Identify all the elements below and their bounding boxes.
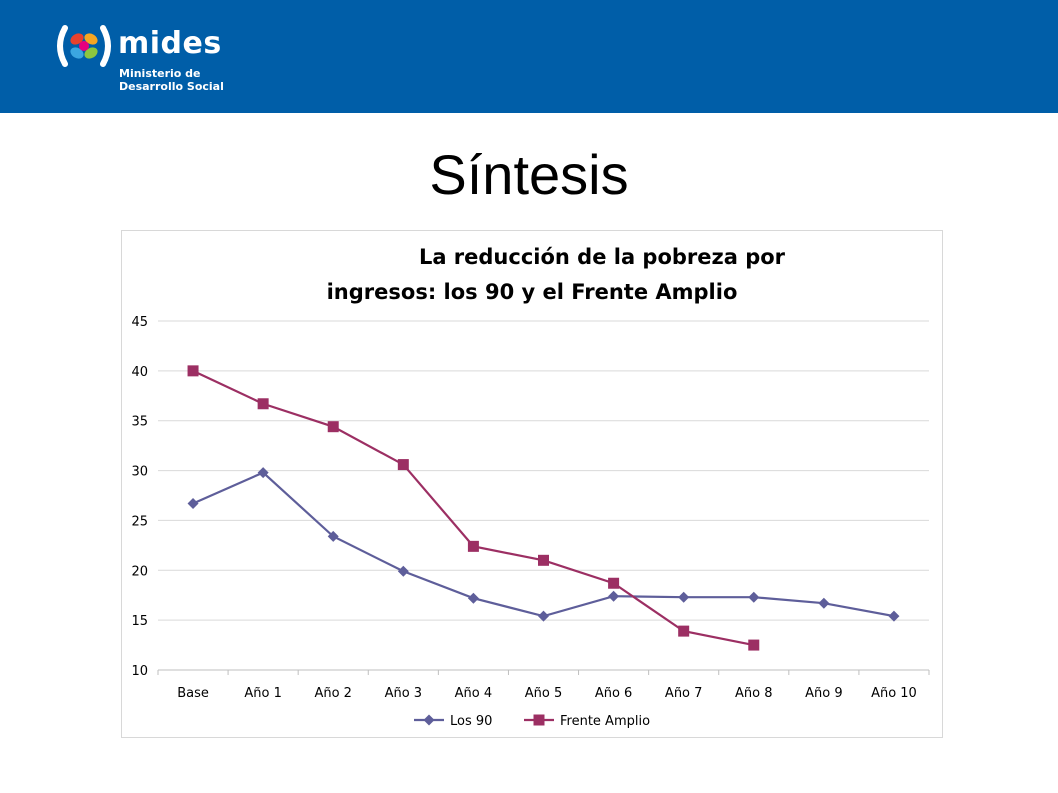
x-tick-label: Año 8 — [735, 686, 773, 701]
data-point-los-90 — [538, 610, 549, 622]
chart-gridlines — [158, 320, 929, 621]
y-tick-label: 40 — [131, 365, 148, 380]
chart-title-line2: ingresos: los 90 y el Frente Amplio — [327, 280, 738, 304]
legend-marker-los-90 — [423, 714, 435, 726]
data-point-los-90 — [608, 590, 620, 602]
y-tick-label: 30 — [131, 465, 148, 480]
data-point-los-90 — [397, 565, 409, 577]
y-tick-label: 35 — [131, 415, 148, 430]
data-point-frente-amplio — [327, 421, 339, 433]
data-point-frente-amplio — [397, 459, 409, 471]
data-point-los-90 — [888, 610, 900, 622]
x-tick-label: Año 2 — [314, 686, 352, 701]
mides-logo-icon — [57, 25, 111, 67]
y-axis: 10 15 20 25 30 35 40 45 — [131, 315, 148, 679]
data-point-los-90 — [818, 597, 830, 609]
data-point-los-90 — [327, 530, 339, 542]
data-point-frente-amplio — [538, 554, 549, 566]
x-tick-label: Año 3 — [385, 686, 423, 701]
x-tick-label: Año 10 — [871, 686, 917, 701]
brand-subtitle: Ministerio de Desarrollo Social — [119, 67, 224, 93]
brand-name: mides — [118, 26, 222, 61]
y-tick-label: 45 — [131, 315, 148, 330]
y-tick-label: 25 — [131, 514, 148, 529]
x-tick-label: Año 7 — [665, 686, 703, 701]
series-layer — [187, 365, 900, 651]
data-point-frente-amplio — [187, 365, 199, 377]
series-line-frente-amplio — [192, 369, 754, 647]
data-point-frente-amplio — [608, 577, 620, 589]
data-point-frente-amplio — [467, 540, 479, 552]
data-point-frente-amplio — [257, 398, 269, 410]
data-point-los-90 — [467, 592, 479, 604]
legend-marker-frente-amplio — [533, 714, 545, 726]
x-tick-label: Año 1 — [244, 686, 281, 701]
y-tick-label: 20 — [131, 564, 148, 579]
data-point-los-90 — [257, 467, 269, 479]
data-point-los-90 — [678, 591, 690, 603]
chart-title-line1: La reducción de la pobreza por — [419, 245, 786, 269]
series-frente-amplio — [187, 365, 760, 651]
data-point-los-90 — [187, 497, 199, 509]
header-band: mides Ministerio de Desarrollo Social — [0, 0, 1058, 113]
legend-label-los-90: Los 90 — [450, 714, 492, 729]
slide-title: Síntesis — [429, 143, 629, 206]
x-tick-label: Año 5 — [525, 686, 563, 701]
series-line-los-90 — [192, 471, 895, 618]
y-tick-label: 10 — [131, 664, 148, 679]
chart-legend: Los 90 Frente Amplio — [414, 714, 650, 729]
data-point-frente-amplio — [748, 639, 760, 651]
legend-label-frente-amplio: Frente Amplio — [560, 714, 650, 729]
mides-logo: mides Ministerio de Desarrollo Social — [55, 24, 235, 94]
data-point-frente-amplio — [678, 625, 690, 637]
legend-item-los-90: Los 90 — [414, 714, 492, 729]
series-los-90 — [187, 467, 900, 622]
x-tick-label: Base — [177, 686, 209, 701]
x-tick-label: Año 6 — [595, 686, 633, 701]
x-tick-label: Año 4 — [455, 686, 493, 701]
legend-item-frente-amplio: Frente Amplio — [524, 714, 650, 729]
line-chart: La reducción de la pobreza por ingresos:… — [131, 245, 930, 729]
x-axis: Base Año 1 Año 2 Año 3 Año 4 Año 5 Año 6 Año 7 A… — [157, 669, 930, 701]
y-tick-label: 15 — [131, 614, 148, 629]
chart-frame: La reducción de la pobreza por ingresos:… — [121, 230, 943, 738]
data-point-los-90 — [748, 591, 760, 603]
x-tick-label: Año 9 — [805, 686, 843, 701]
